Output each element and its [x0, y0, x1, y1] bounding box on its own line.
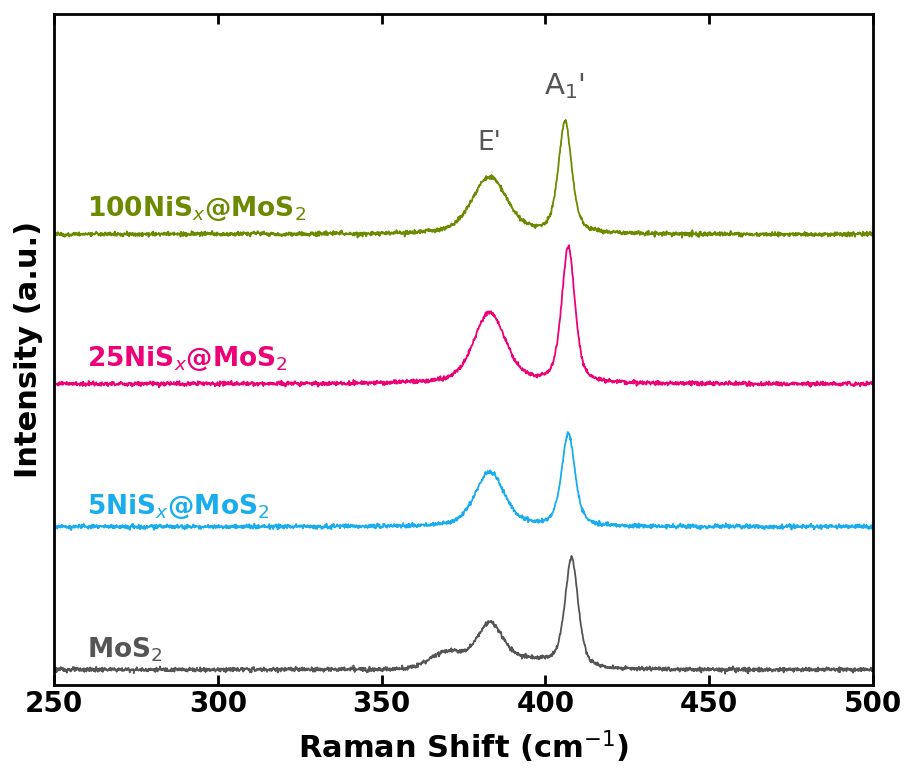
Text: 25NiS$_x$@MoS$_2$: 25NiS$_x$@MoS$_2$ [87, 344, 288, 372]
Text: 100NiS$_x$@MoS$_2$: 100NiS$_x$@MoS$_2$ [87, 194, 306, 223]
Text: 5NiS$_x$@MoS$_2$: 5NiS$_x$@MoS$_2$ [87, 492, 269, 521]
Y-axis label: Intensity (a.u.): Intensity (a.u.) [14, 220, 43, 478]
X-axis label: Raman Shift (cm$^{-1}$): Raman Shift (cm$^{-1}$) [298, 728, 629, 765]
Text: A$_1$': A$_1$' [544, 72, 585, 101]
Text: MoS$_2$: MoS$_2$ [87, 635, 162, 664]
Text: E': E' [478, 130, 502, 156]
